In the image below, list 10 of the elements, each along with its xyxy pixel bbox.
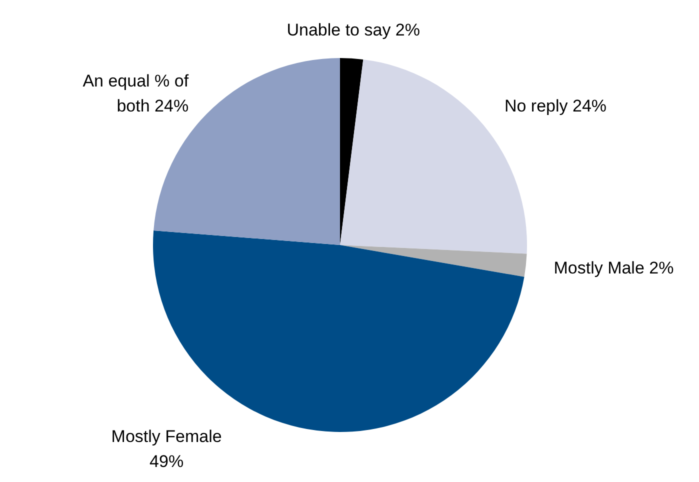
pie-slice <box>340 245 527 277</box>
pie-slice <box>340 59 527 254</box>
pie-slice <box>154 58 340 245</box>
slice-label: Mostly Male 2% <box>554 258 674 278</box>
slice-label: An equal % of both 24% <box>82 71 189 116</box>
slice-label: Mostly Female <box>111 427 222 446</box>
pie-slice <box>340 58 364 245</box>
slice-label: Unable to say 2% <box>286 20 420 40</box>
data-label: 49% <box>150 452 184 471</box>
slice-label: No reply 24% <box>504 96 607 116</box>
